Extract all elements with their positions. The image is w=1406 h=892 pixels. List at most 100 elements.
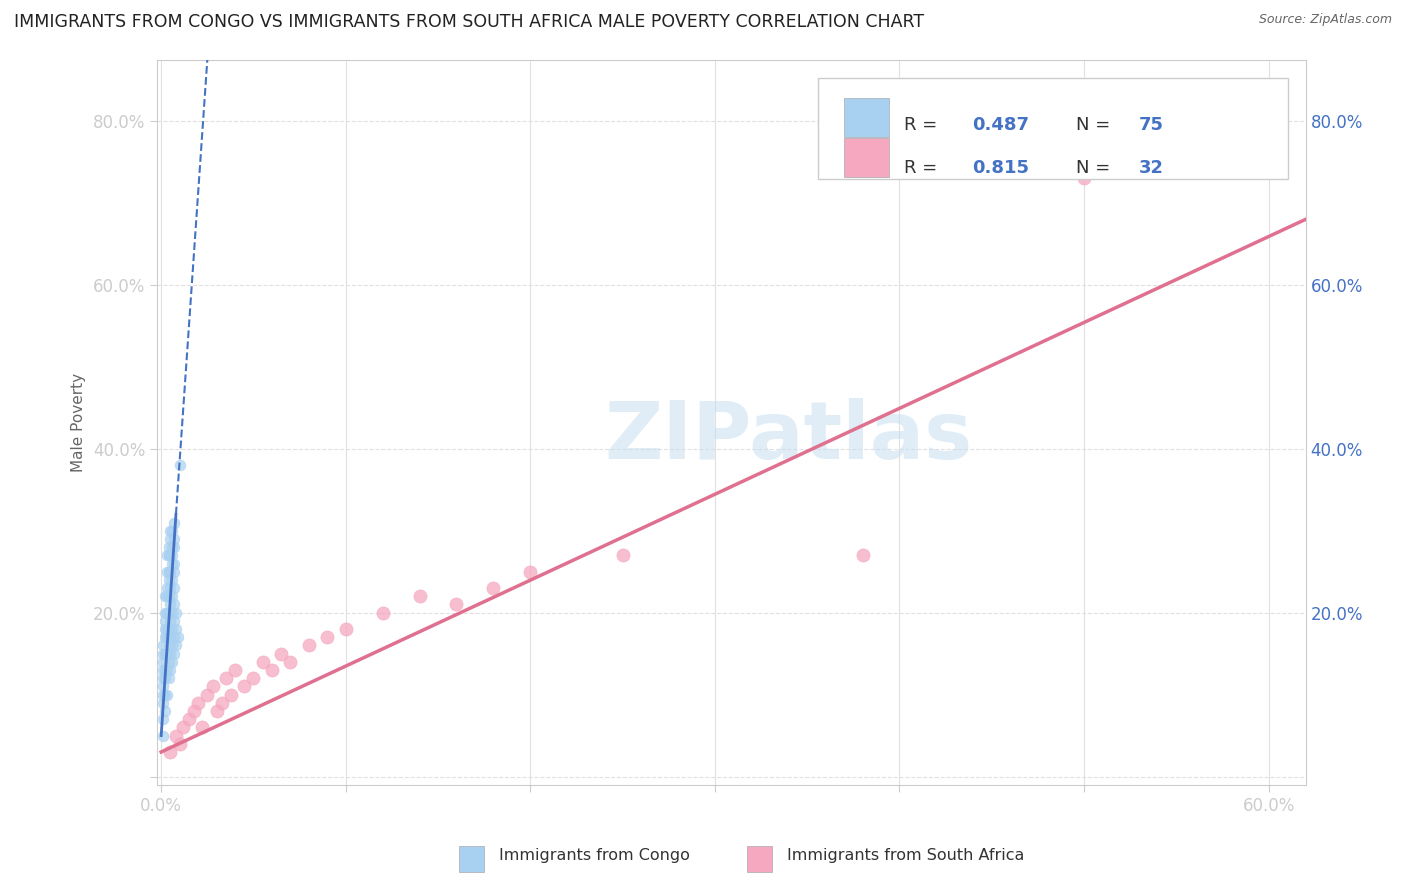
Point <box>152 655 174 669</box>
Point <box>153 688 176 702</box>
Point <box>162 549 184 563</box>
Text: Immigrants from Congo: Immigrants from Congo <box>499 848 690 863</box>
Point <box>153 622 176 636</box>
Point <box>157 639 180 653</box>
Point <box>157 655 180 669</box>
Point <box>157 549 180 563</box>
Point <box>242 671 264 685</box>
Point <box>152 729 174 743</box>
Point <box>233 680 256 694</box>
Point <box>152 712 174 726</box>
Point <box>519 565 541 579</box>
Point <box>205 704 228 718</box>
Point <box>162 622 184 636</box>
Text: Source: ZipAtlas.com: Source: ZipAtlas.com <box>1258 13 1392 27</box>
Point <box>201 680 224 694</box>
Point <box>211 696 233 710</box>
Point <box>163 516 186 530</box>
Point <box>152 680 174 694</box>
Point <box>165 729 187 743</box>
Point <box>153 630 176 644</box>
Point <box>156 688 179 702</box>
Point <box>163 647 186 661</box>
Point <box>159 614 181 628</box>
Point <box>195 688 218 702</box>
Point <box>156 647 179 661</box>
Point <box>152 663 174 677</box>
Text: Immigrants from South Africa: Immigrants from South Africa <box>787 848 1025 863</box>
Point <box>152 671 174 685</box>
Text: 75: 75 <box>1139 116 1164 134</box>
Point <box>298 639 321 653</box>
Point <box>156 581 179 595</box>
Point <box>157 589 180 603</box>
Point <box>153 704 176 718</box>
Text: ZIPatlas: ZIPatlas <box>605 398 973 475</box>
Point <box>152 647 174 661</box>
Y-axis label: Male Poverty: Male Poverty <box>72 373 86 472</box>
Text: N =: N = <box>1076 116 1116 134</box>
Point <box>156 663 179 677</box>
Point <box>280 655 302 669</box>
Text: R =: R = <box>904 160 942 178</box>
Point <box>446 598 468 612</box>
Point <box>157 606 180 620</box>
Point <box>159 565 181 579</box>
Point <box>152 696 174 710</box>
FancyBboxPatch shape <box>844 98 889 137</box>
Point <box>224 663 246 677</box>
Point <box>162 589 184 603</box>
Text: 32: 32 <box>1139 160 1164 178</box>
Text: 0.815: 0.815 <box>973 160 1029 178</box>
Text: IMMIGRANTS FROM CONGO VS IMMIGRANTS FROM SOUTH AFRICA MALE POVERTY CORRELATION C: IMMIGRANTS FROM CONGO VS IMMIGRANTS FROM… <box>14 13 924 31</box>
Point <box>408 589 430 603</box>
FancyBboxPatch shape <box>818 78 1288 179</box>
Point <box>152 688 174 702</box>
Point <box>260 663 283 677</box>
Point <box>153 671 176 685</box>
Point <box>162 557 184 571</box>
Point <box>187 696 209 710</box>
Text: 0.487: 0.487 <box>973 116 1029 134</box>
Point <box>153 606 176 620</box>
Point <box>159 663 181 677</box>
Point <box>162 540 184 554</box>
Point <box>482 581 505 595</box>
Text: R =: R = <box>904 116 942 134</box>
Point <box>335 622 357 636</box>
Point <box>215 671 238 685</box>
Point <box>156 549 179 563</box>
Point <box>163 614 186 628</box>
Point <box>1073 171 1095 186</box>
Point <box>612 549 634 563</box>
Point <box>252 655 274 669</box>
Point <box>165 639 187 653</box>
Point <box>165 622 187 636</box>
Point <box>371 606 394 620</box>
Point <box>159 524 181 538</box>
Point <box>157 671 180 685</box>
Point <box>153 663 176 677</box>
Point <box>177 712 200 726</box>
Point <box>163 532 186 546</box>
Point <box>162 639 184 653</box>
Point <box>152 639 174 653</box>
Point <box>221 688 243 702</box>
Point <box>159 549 181 563</box>
Point <box>183 704 205 718</box>
Point <box>156 622 179 636</box>
Point <box>153 614 176 628</box>
Point <box>157 540 180 554</box>
Point <box>157 622 180 636</box>
Point <box>157 573 180 587</box>
Point <box>316 630 339 644</box>
Point <box>163 540 186 554</box>
Point <box>153 647 176 661</box>
Point <box>163 557 186 571</box>
Point <box>159 630 181 644</box>
Point <box>169 737 191 751</box>
Point <box>270 647 292 661</box>
Point <box>165 606 187 620</box>
Point <box>163 630 186 644</box>
Point <box>163 581 186 595</box>
